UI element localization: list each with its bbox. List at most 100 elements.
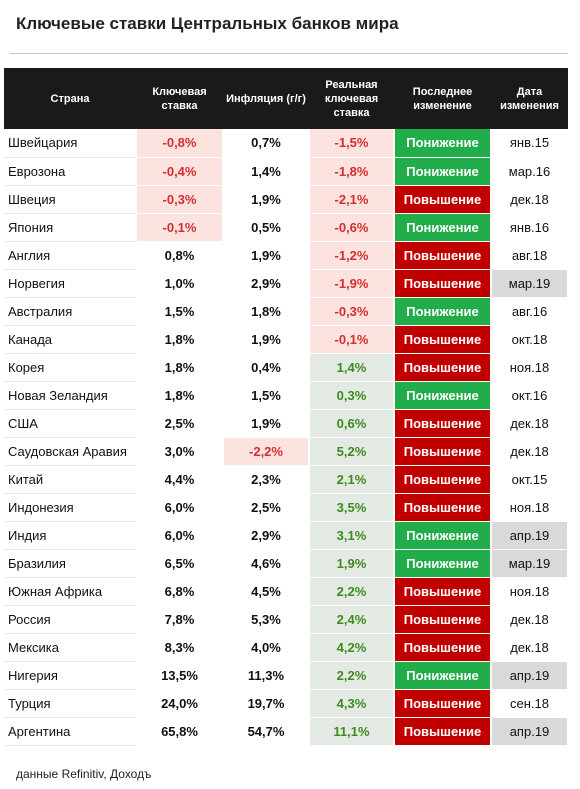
source-note: данные Refinitiv, Доходъ: [16, 767, 152, 781]
cell-real-rate: -2,1%: [309, 185, 395, 214]
cell-change-date: янв.16: [491, 213, 569, 242]
cell-last-change: Понижение: [394, 661, 492, 690]
header-inflation: Инфляция (г/г): [223, 68, 309, 129]
cell-country: Норвегия: [4, 269, 137, 298]
table-row: Канада 1,8% 1,9% -0,1% Повышение окт.18: [4, 325, 569, 354]
table-row: Индия 6,0% 2,9% 3,1% Понижение апр.19: [4, 521, 569, 550]
cell-real-rate: 1,9%: [309, 549, 395, 578]
table-row: Корея 1,8% 0,4% 1,4% Повышение ноя.18: [4, 353, 569, 382]
cell-last-change: Повышение: [394, 353, 492, 382]
cell-inflation: 2,9%: [223, 521, 310, 550]
table-row: Швейцария -0,8% 0,7% -1,5% Понижение янв.15: [4, 129, 569, 158]
cell-inflation: 4,6%: [223, 549, 310, 578]
cell-key-rate: 0,8%: [136, 241, 224, 270]
cell-key-rate: -0,3%: [136, 185, 224, 214]
cell-last-change: Повышение: [394, 465, 492, 494]
table-row: Австралия 1,5% 1,8% -0,3% Понижение авг.16: [4, 297, 569, 326]
cell-inflation: 1,8%: [223, 297, 310, 326]
cell-inflation: 1,9%: [223, 409, 310, 438]
cell-last-change: Понижение: [394, 521, 492, 550]
cell-real-rate: -0,6%: [309, 213, 395, 242]
cell-change-date: ноя.18: [491, 353, 569, 382]
cell-last-change: Повышение: [394, 409, 492, 438]
cell-change-date: окт.18: [491, 325, 569, 354]
cell-change-date: окт.15: [491, 465, 569, 494]
cell-key-rate: 6,5%: [136, 549, 224, 578]
cell-key-rate: 6,0%: [136, 493, 224, 522]
cell-real-rate: 2,1%: [309, 465, 395, 494]
cell-change-date: авг.16: [491, 297, 569, 326]
cell-real-rate: 3,5%: [309, 493, 395, 522]
cell-last-change: Понижение: [394, 381, 492, 410]
cell-country: Мексика: [4, 633, 137, 662]
cell-change-date: дек.18: [491, 185, 569, 214]
cell-country: Швейцария: [4, 129, 137, 158]
table-row: Новая Зеландия 1,8% 1,5% 0,3% Понижение окт.1…: [4, 381, 569, 410]
cell-country: Корея: [4, 353, 137, 382]
cell-real-rate: -1,2%: [309, 241, 395, 270]
cell-country: США: [4, 409, 137, 438]
cell-key-rate: 1,0%: [136, 269, 224, 298]
cell-key-rate: 4,4%: [136, 465, 224, 494]
cell-last-change: Повышение: [394, 577, 492, 606]
table-row: Швеция -0,3% 1,9% -2,1% Повышение дек.18: [4, 185, 569, 214]
cell-real-rate: 0,6%: [309, 409, 395, 438]
cell-inflation: 0,5%: [223, 213, 310, 242]
cell-inflation: 0,4%: [223, 353, 310, 382]
cell-change-date: ноя.18: [491, 493, 569, 522]
header-real-rate: Реальная ключевая ставка: [309, 68, 394, 129]
cell-change-date: дек.18: [491, 605, 569, 634]
table-row: Бразилия 6,5% 4,6% 1,9% Понижение мар.19: [4, 549, 569, 578]
cell-last-change: Повышение: [394, 605, 492, 634]
cell-key-rate: 65,8%: [136, 717, 224, 746]
cell-key-rate: -0,1%: [136, 213, 224, 242]
table-row: Китай 4,4% 2,3% 2,1% Повышение окт.15: [4, 465, 569, 494]
cell-inflation: 1,5%: [223, 381, 310, 410]
cell-change-date: мар.19: [491, 269, 569, 298]
cell-key-rate: 6,0%: [136, 521, 224, 550]
cell-change-date: дек.18: [491, 409, 569, 438]
cell-last-change: Повышение: [394, 325, 492, 354]
cell-inflation: 54,7%: [223, 717, 310, 746]
cell-key-rate: 2,5%: [136, 409, 224, 438]
cell-key-rate: 1,5%: [136, 297, 224, 326]
cell-real-rate: 2,2%: [309, 661, 395, 690]
cell-country: Япония: [4, 213, 137, 242]
title-divider: [10, 53, 568, 54]
table-row: Еврозона -0,4% 1,4% -1,8% Понижение мар.16: [4, 157, 569, 186]
cell-country: Швеция: [4, 185, 137, 214]
cell-country: Нигерия: [4, 661, 137, 690]
page-title: Ключевые ставки Центральных банков мира: [16, 14, 399, 33]
cell-key-rate: 8,3%: [136, 633, 224, 662]
cell-inflation: 4,0%: [223, 633, 310, 662]
cell-change-date: мар.16: [491, 157, 569, 186]
table-row: США 2,5% 1,9% 0,6% Повышение дек.18: [4, 409, 569, 438]
cell-change-date: янв.15: [491, 129, 569, 158]
cell-country: Индия: [4, 521, 137, 550]
cell-change-date: ноя.18: [491, 577, 569, 606]
cell-change-date: сен.18: [491, 689, 569, 718]
cell-change-date: дек.18: [491, 633, 569, 662]
cell-real-rate: -1,5%: [309, 129, 395, 158]
cell-last-change: Повышение: [394, 493, 492, 522]
cell-country: Китай: [4, 465, 137, 494]
rates-table: Страна Ключевая ставка Инфляция (г/г) Ре…: [4, 68, 569, 746]
table-row: Аргентина 65,8% 54,7% 11,1% Повышение апр.19: [4, 717, 569, 746]
cell-real-rate: 4,3%: [309, 689, 395, 718]
cell-last-change: Понижение: [394, 129, 492, 158]
table-row: Южная Африка 6,8% 4,5% 2,2% Повышение ноя.18: [4, 577, 569, 606]
cell-real-rate: 5,2%: [309, 437, 395, 466]
header-change-date: Дата изменения: [491, 68, 568, 129]
cell-real-rate: -1,9%: [309, 269, 395, 298]
cell-country: Россия: [4, 605, 137, 634]
cell-real-rate: 3,1%: [309, 521, 395, 550]
cell-key-rate: 1,8%: [136, 325, 224, 354]
table-row: Англия 0,8% 1,9% -1,2% Повышение авг.18: [4, 241, 569, 270]
cell-key-rate: 24,0%: [136, 689, 224, 718]
table-row: Саудовская Аравия 3,0% -2,2% 5,2% Повышение д…: [4, 437, 569, 466]
header-key-rate: Ключевая ставка: [136, 68, 223, 129]
cell-real-rate: 4,2%: [309, 633, 395, 662]
cell-country: Аргентина: [4, 717, 137, 746]
cell-last-change: Понижение: [394, 549, 492, 578]
cell-last-change: Повышение: [394, 241, 492, 270]
